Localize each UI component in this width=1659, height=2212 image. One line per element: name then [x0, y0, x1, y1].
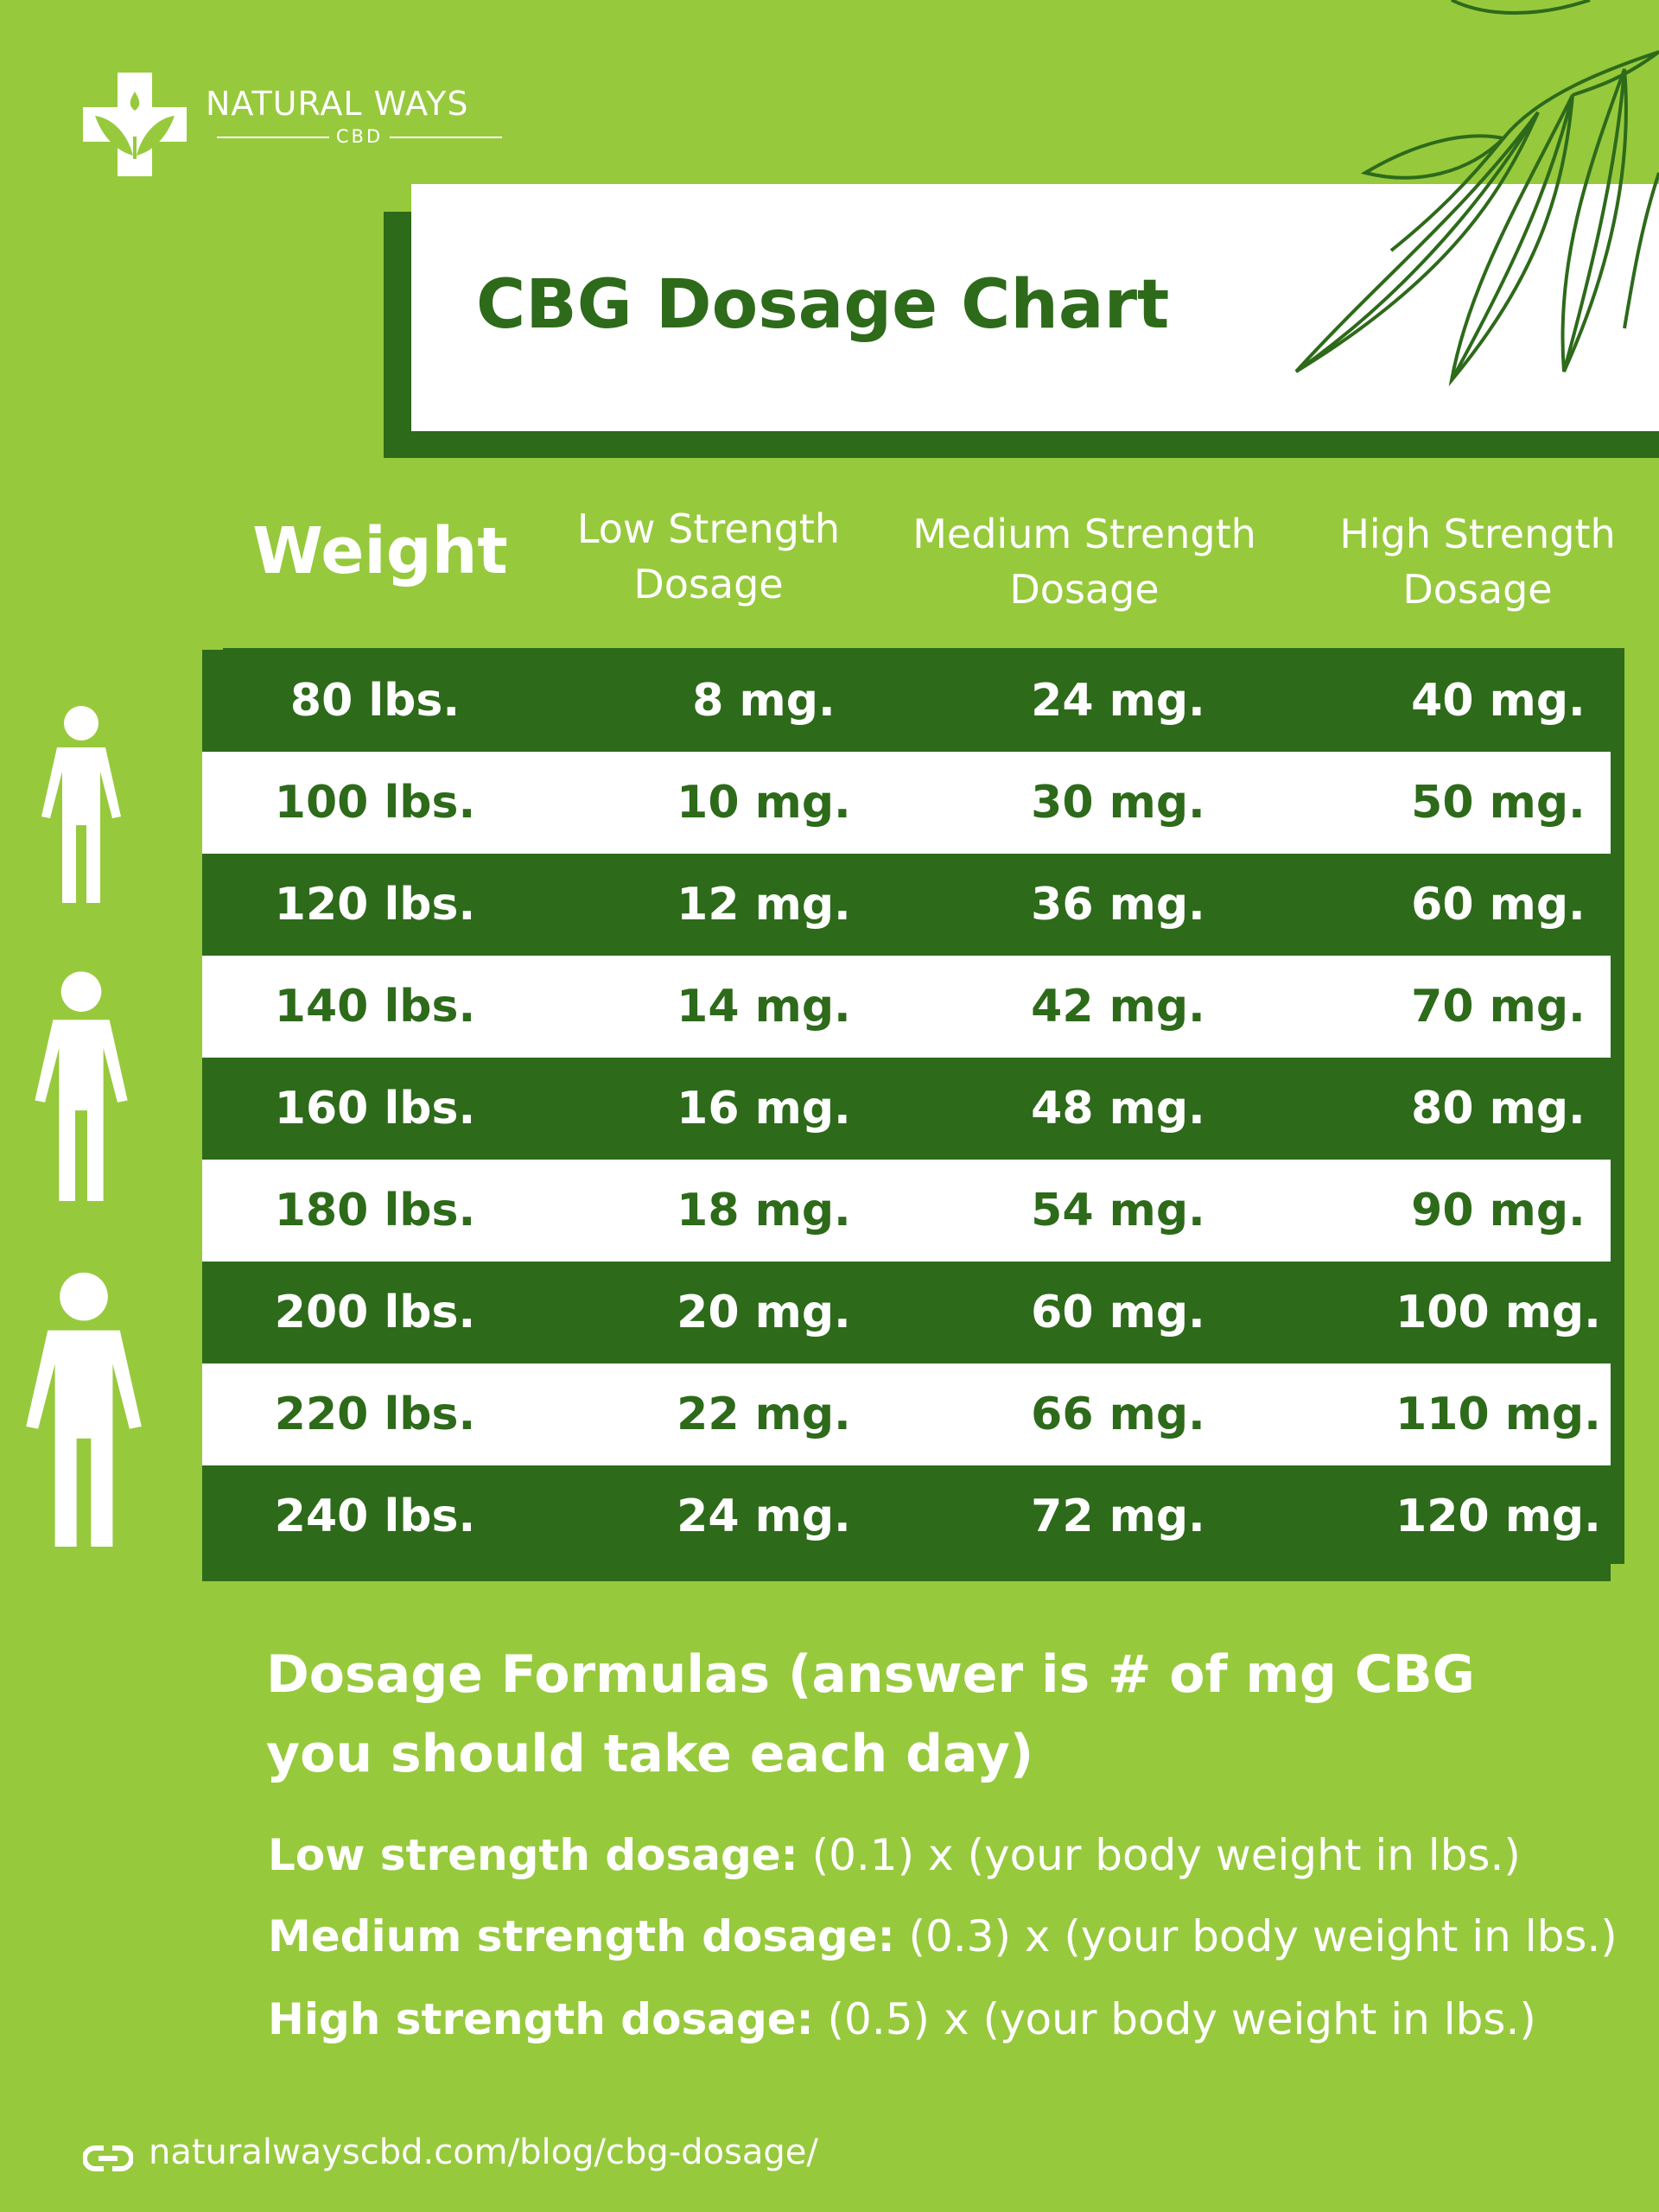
medium-cell: 66 mg.	[1031, 1389, 1205, 1440]
table-row: 100 lbs. 10 mg. 30 mg. 50 mg.	[202, 752, 1611, 854]
person-icon	[41, 706, 121, 903]
low-cell: 18 mg.	[677, 1185, 851, 1236]
weight-cell: 240 lbs.	[274, 1491, 476, 1542]
link-icon	[83, 2145, 133, 2171]
high-cell: 120 mg.	[1395, 1491, 1601, 1542]
medium-cell: 72 mg.	[1031, 1491, 1205, 1542]
table-row: 220 lbs. 22 mg. 66 mg. 110 mg.	[202, 1363, 1611, 1465]
formula-low-label: Low strength dosage:	[268, 1830, 798, 1880]
medium-cell: 60 mg.	[1031, 1287, 1205, 1338]
formula-medium: Medium strength dosage: (0.3) x (your bo…	[268, 1911, 1618, 1961]
page-title: CBG Dosage Chart	[476, 266, 1170, 344]
brand-subtitle: CBD	[207, 126, 512, 147]
high-cell: 80 mg.	[1411, 1083, 1586, 1135]
weight-cell: 120 lbs.	[274, 879, 476, 931]
header-high-strength: High Strength Dosage	[1322, 506, 1633, 617]
header-high-line2: Dosage	[1402, 566, 1553, 613]
header-med-line1: Medium Strength	[912, 511, 1256, 557]
title-box	[411, 184, 1659, 431]
person-icon	[26, 1272, 142, 1547]
low-cell: 24 mg.	[677, 1491, 851, 1542]
medium-cell: 30 mg.	[1031, 777, 1205, 829]
weight-cell: 80 lbs.	[289, 675, 461, 727]
header-low-line1: Low Strength	[576, 505, 841, 552]
low-cell: 12 mg.	[677, 879, 851, 931]
person-icon	[35, 971, 128, 1201]
weight-cell: 160 lbs.	[274, 1083, 476, 1135]
header-low-strength: Low Strength Dosage	[562, 501, 855, 612]
logo-icon	[83, 73, 187, 176]
header-medium-strength: Medium Strength Dosage	[899, 506, 1270, 617]
table-row: 120 lbs. 12 mg. 36 mg. 60 mg.	[202, 854, 1611, 956]
header-high-line1: High Strength	[1339, 511, 1616, 557]
high-cell: 90 mg.	[1411, 1185, 1586, 1236]
weight-cell: 180 lbs.	[274, 1185, 476, 1236]
medium-cell: 24 mg.	[1031, 675, 1205, 727]
formula-high-label: High strength dosage:	[268, 1994, 814, 2044]
high-cell: 50 mg.	[1411, 777, 1586, 829]
low-cell: 16 mg.	[677, 1083, 851, 1135]
medium-cell: 36 mg.	[1031, 879, 1205, 931]
table-row: 180 lbs. 18 mg. 54 mg. 90 mg.	[202, 1160, 1611, 1262]
high-cell: 70 mg.	[1411, 981, 1586, 1033]
header-weight: Weight	[252, 514, 508, 588]
high-cell: 40 mg.	[1411, 675, 1586, 727]
low-cell: 8 mg.	[692, 675, 836, 727]
formulas-title: Dosage Formulas (answer is # of mg CBG y…	[266, 1644, 1475, 1784]
formula-low: Low strength dosage: (0.1) x (your body …	[268, 1830, 1521, 1880]
low-cell: 14 mg.	[677, 981, 851, 1033]
table-row: 140 lbs. 14 mg. 42 mg. 70 mg.	[202, 956, 1611, 1058]
weight-cell: 200 lbs.	[274, 1287, 476, 1338]
formula-high-text: (0.5) x (your body weight in lbs.)	[813, 1994, 1536, 2044]
table-row: 240 lbs. 24 mg. 72 mg. 120 mg.	[202, 1465, 1611, 1581]
high-cell: 100 mg.	[1395, 1287, 1601, 1338]
weight-cell: 220 lbs.	[274, 1389, 476, 1440]
formula-med-text: (0.3) x (your body weight in lbs.)	[894, 1911, 1618, 1961]
table-row: 80 lbs. 8 mg. 24 mg. 40 mg.	[202, 650, 1611, 752]
weight-cell: 140 lbs.	[274, 981, 476, 1033]
high-cell: 110 mg.	[1395, 1389, 1601, 1440]
header-med-line2: Dosage	[1009, 566, 1160, 613]
formula-med-label: Medium strength dosage:	[268, 1911, 895, 1961]
low-cell: 20 mg.	[677, 1287, 851, 1338]
medium-cell: 54 mg.	[1031, 1185, 1205, 1236]
formula-low-text: (0.1) x (your body weight in lbs.)	[798, 1830, 1521, 1880]
medium-cell: 42 mg.	[1031, 981, 1205, 1033]
medium-cell: 48 mg.	[1031, 1083, 1205, 1135]
weight-cell: 100 lbs.	[274, 777, 476, 829]
table-row: 160 lbs. 16 mg. 48 mg. 80 mg.	[202, 1058, 1611, 1160]
header-low-line2: Dosage	[633, 561, 784, 607]
high-cell: 60 mg.	[1411, 879, 1586, 931]
table-row: 200 lbs. 20 mg. 60 mg. 100 mg.	[202, 1262, 1611, 1363]
dosage-table: 80 lbs. 8 mg. 24 mg. 40 mg. 100 lbs. 10 …	[202, 650, 1611, 1581]
footer-url-link[interactable]: naturalwayscbd.com/blog/cbg-dosage/	[149, 2133, 818, 2172]
leaf-illustration	[1294, 0, 1659, 387]
low-cell: 22 mg.	[677, 1389, 851, 1440]
brand-name: NATURAL WAYS	[206, 85, 469, 123]
low-cell: 10 mg.	[677, 777, 851, 829]
brand-sub-text: CBD	[335, 126, 384, 147]
formula-high: High strength dosage: (0.5) x (your body…	[268, 1994, 1536, 2044]
